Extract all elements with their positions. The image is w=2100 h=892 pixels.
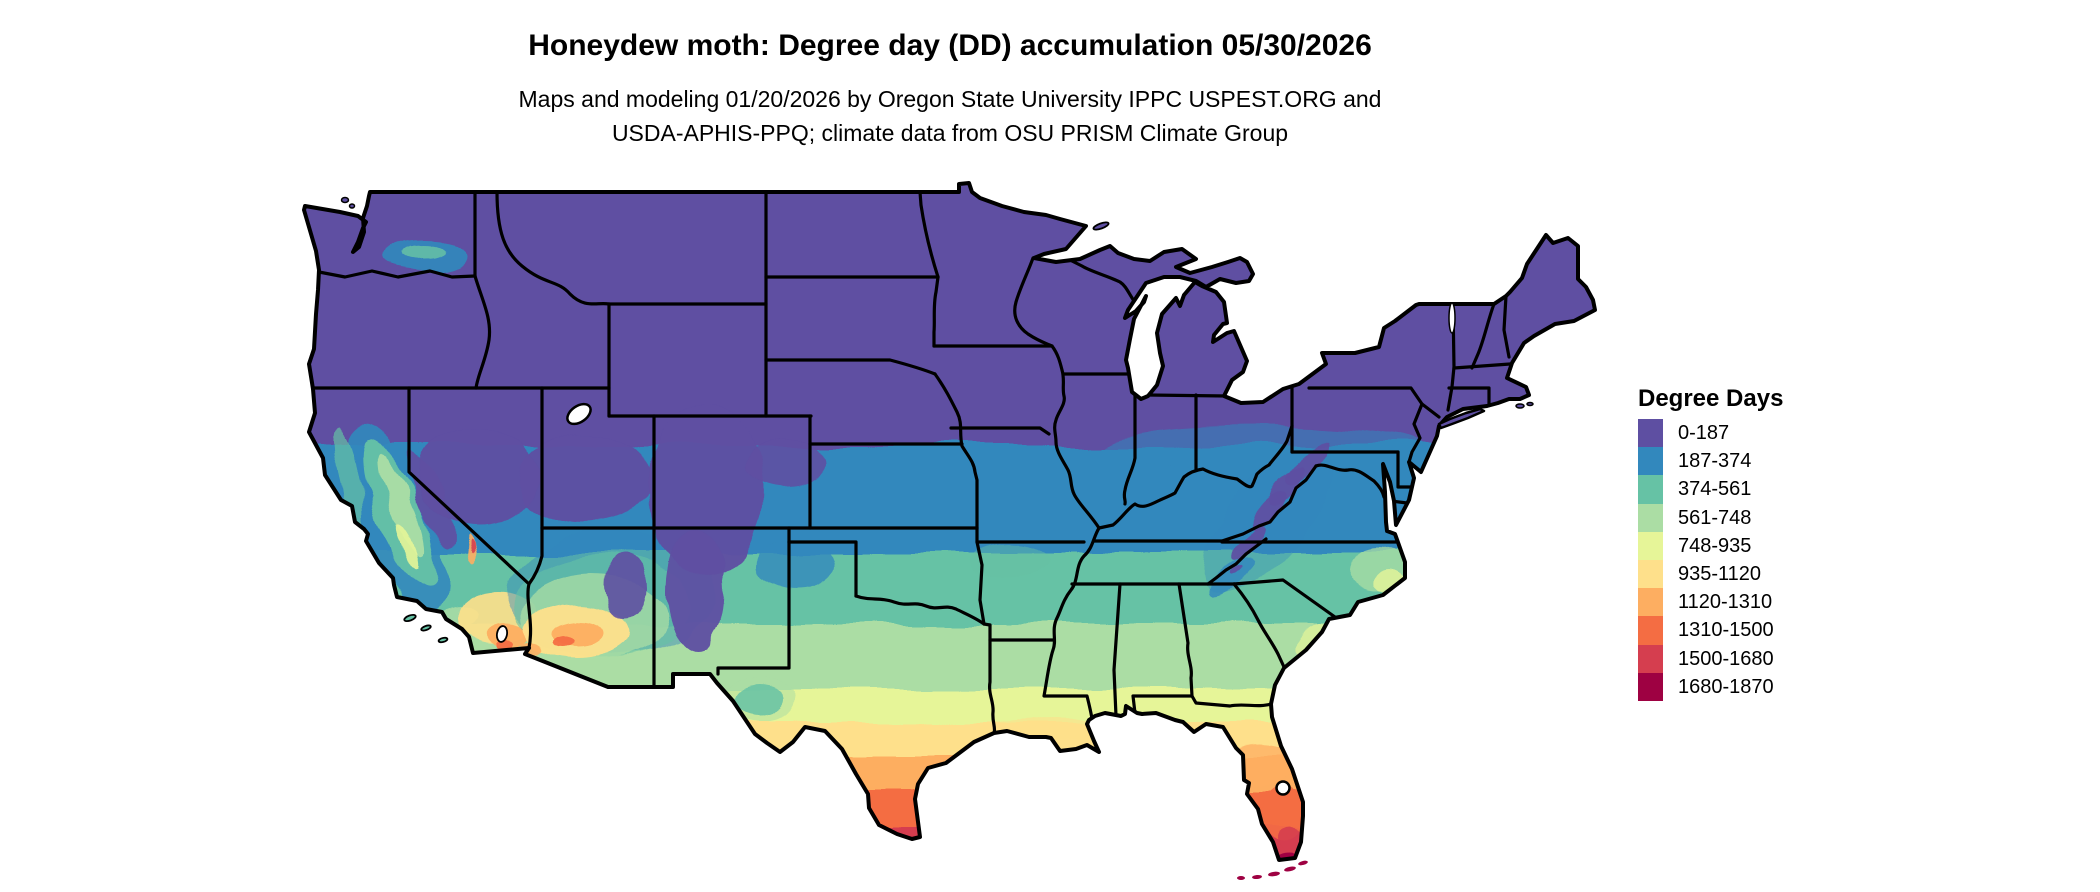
legend-item: 561-748 [1638,503,1868,532]
legend-color-swatch [1638,616,1663,645]
islands [340,196,1534,644]
legend-color-swatch [1638,475,1663,504]
legend-color-swatch [1638,672,1663,701]
legend-item-label: 1680-1870 [1678,675,1774,698]
legend-item: 1680-1870 [1638,672,1868,701]
legend-item: 0-187 [1638,419,1868,448]
legend-item-label: 1120-1310 [1678,591,1773,614]
subtitle-line-1: Maps and modeling 01/20/2026 by Oregon S… [518,86,1382,112]
legend-items: 0-187 187-374 374-561 561-748 748-935 935-112… [1638,419,1868,701]
legend-color-swatch [1638,419,1663,448]
legend-item: 1120-1310 [1638,588,1868,617]
legend-item-label: 187-374 [1678,450,1752,473]
figure-header: Honeydew moth: Degree day (DD) accumulat… [0,0,1900,150]
legend-item: 374-561 [1638,475,1868,504]
legend-color-swatch [1638,588,1663,617]
legend-color-swatch [1638,644,1663,673]
legend-color-swatch [1638,559,1663,589]
legend-color-swatch [1638,531,1663,560]
legend-item-label: 374-561 [1678,478,1752,501]
legend-item-label: 1500-1680 [1678,647,1774,670]
legend-item: 1310-1500 [1638,616,1868,645]
legend-title: Degree Days [1638,385,1784,412]
legend-item: 1500-1680 [1638,644,1868,673]
florida-keys [1237,860,1308,880]
legend-item: 935-1120 [1638,559,1868,589]
legend-item-label: 561-748 [1678,506,1752,529]
legend-color-swatch [1638,447,1663,476]
legend-item-label: 935-1120 [1678,563,1762,586]
figure-subtitle: Maps and modeling 01/20/2026 by Oregon S… [0,82,1900,150]
subtitle-line-2: USDA-APHIS-PPQ; climate data from OSU PR… [611,120,1289,146]
legend-item: 748-935 [1638,531,1868,560]
page-title: Honeydew moth: Degree day (DD) accumulat… [528,29,1372,62]
legend-item-label: 0-187 [1678,422,1730,445]
legend-color-swatch [1638,503,1663,532]
lakes [495,302,1456,796]
legend-item-label: 1310-1500 [1678,619,1774,642]
map-fill-layer [304,183,1595,860]
legend-item: 187-374 [1638,447,1868,476]
state-borders [311,190,1512,735]
legend: Degree Days 0-187 187-374 374-561 561-748 74… [1638,386,1868,701]
legend-item-label: 748-935 [1678,534,1752,557]
